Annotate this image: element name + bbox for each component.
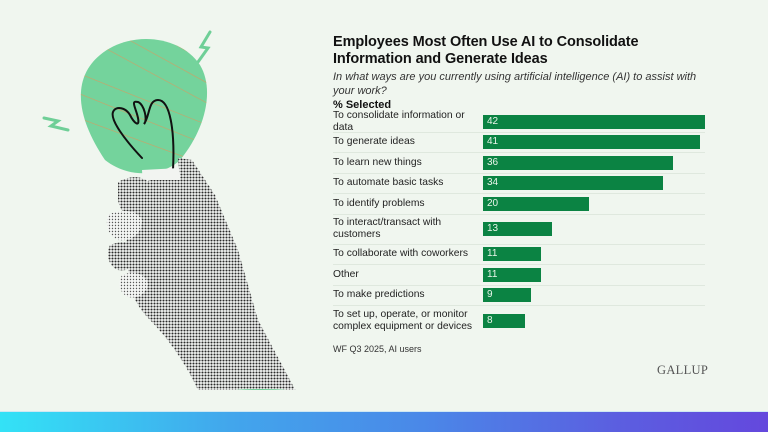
chart-row: To consolidate information or data 42	[333, 109, 705, 133]
chart-unit-label: % Selected	[333, 99, 392, 111]
bar: 34	[483, 176, 663, 191]
spark-icon	[42, 30, 212, 132]
bar: 11	[483, 247, 542, 262]
chart-row: To set up, operate, or monitor complex e…	[333, 306, 705, 336]
chart-row: To generate ideas 41	[333, 133, 705, 153]
chart-row: Other 11	[333, 265, 705, 286]
row-label: To consolidate information or data	[333, 109, 465, 133]
bar: 42	[483, 114, 705, 129]
row-label: To collaborate with coworkers	[333, 248, 469, 260]
row-label: To automate basic tasks	[333, 177, 444, 189]
bar: 9	[483, 288, 531, 303]
bar: 13	[483, 222, 552, 236]
footer-gradient-bar	[0, 411, 768, 432]
row-label: To interact/transact with customers	[333, 217, 442, 240]
chart-row: To identify problems 20	[333, 194, 705, 215]
chart-title: Employees Most Often Use AI to Consolida…	[333, 34, 639, 67]
bar: 20	[483, 196, 589, 211]
row-label: Other	[333, 268, 359, 280]
chart-row: To interact/transact with customers 13	[333, 215, 705, 245]
chart-row: To make predictions 9	[333, 286, 705, 306]
lightbulb-hand-illustration	[30, 20, 320, 397]
row-label: To learn new things	[333, 156, 422, 168]
row-label: To set up, operate, or monitor complex e…	[333, 309, 473, 332]
source-note: WF Q3 2025, AI users	[333, 344, 422, 354]
bar: 41	[483, 135, 700, 150]
bar: 36	[483, 155, 674, 170]
row-label: To make predictions	[333, 289, 425, 301]
gallup-logo: GALLUP	[657, 363, 709, 377]
bar-chart: To consolidate information or data 42 To…	[333, 109, 705, 336]
lightbulb-icon	[80, 38, 208, 192]
row-label: To identify problems	[333, 197, 425, 209]
hand-icon	[106, 158, 299, 397]
chart-header: Employees Most Often Use AI to Consolida…	[333, 34, 705, 112]
row-label: To generate ideas	[333, 136, 415, 148]
chart-subtitle: In what ways are you currently using art…	[333, 71, 697, 97]
chart-row: To collaborate with coworkers 11	[333, 245, 705, 265]
bar: 8	[483, 314, 526, 328]
chart-row: To learn new things 36	[333, 153, 705, 174]
chart-row: To automate basic tasks 34	[333, 174, 705, 194]
bar: 11	[483, 267, 542, 282]
